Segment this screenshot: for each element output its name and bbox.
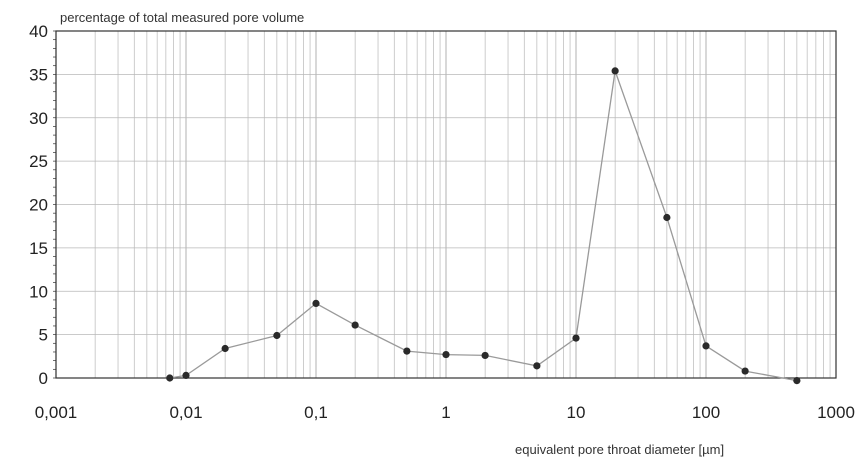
y-tick-label: 5 xyxy=(39,326,48,345)
y-tick-label: 30 xyxy=(29,109,48,128)
data-point xyxy=(481,351,489,360)
x-tick-labels: 0,001 0,01 0,1 1 10 100 1000 xyxy=(35,403,855,422)
y-tick-label: 15 xyxy=(29,239,48,258)
y-tick-label: 10 xyxy=(29,282,48,301)
data-point xyxy=(403,347,411,355)
axes xyxy=(53,30,837,379)
data-series xyxy=(166,67,801,385)
plot-frame xyxy=(55,30,837,379)
x-tick-label: 1 xyxy=(441,403,450,422)
x-tick-label: 0,001 xyxy=(35,403,78,422)
y-tick-label: 20 xyxy=(29,196,48,215)
x-tick-label: 0,1 xyxy=(304,403,328,422)
series-line xyxy=(169,70,798,382)
data-point xyxy=(793,377,801,385)
data-point xyxy=(611,67,619,75)
y-tick-labels: 0 5 10 15 20 25 30 35 40 xyxy=(29,22,48,388)
data-point xyxy=(312,299,320,307)
data-point xyxy=(442,350,450,359)
data-point xyxy=(741,367,749,375)
x-axis-title: equivalent pore throat diameter [µm] xyxy=(515,442,725,457)
y-tick-label: 0 xyxy=(39,369,48,388)
y-axis-title: percentage of total measured pore volume xyxy=(60,10,305,25)
data-point xyxy=(221,344,229,353)
data-point xyxy=(572,334,580,342)
data-point xyxy=(663,213,671,222)
data-point xyxy=(273,331,281,340)
data-point xyxy=(351,321,359,329)
y-tick-label: 25 xyxy=(29,152,48,171)
grid xyxy=(55,30,836,379)
y-tick-label: 35 xyxy=(29,65,48,84)
data-point xyxy=(166,374,174,382)
x-tick-label: 0,01 xyxy=(169,403,202,422)
data-point xyxy=(182,371,190,379)
data-point xyxy=(533,362,541,370)
data-point xyxy=(702,342,710,350)
y-tick-label: 40 xyxy=(29,22,48,41)
pore-volume-chart: 0 5 10 15 20 25 30 35 40 0,001 0,01 0,1 1 10 100 1000 xyxy=(29,22,855,422)
x-tick-label: 1000 xyxy=(817,403,855,422)
x-tick-label: 100 xyxy=(692,403,720,422)
x-tick-label: 10 xyxy=(567,403,586,422)
